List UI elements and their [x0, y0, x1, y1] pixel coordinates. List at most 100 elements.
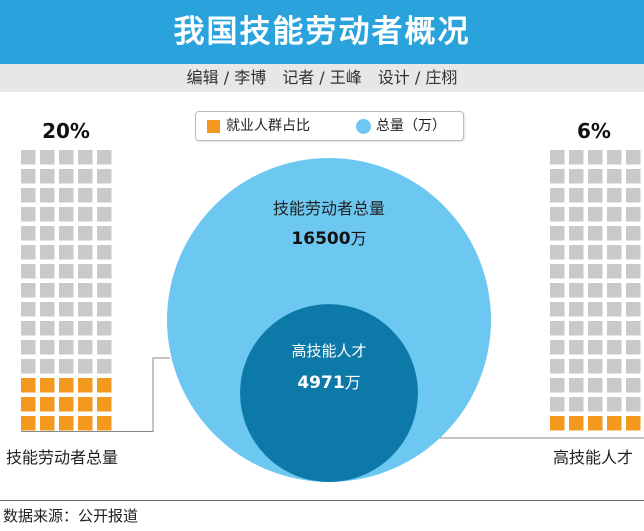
waffle-cell: [78, 378, 93, 393]
waffle-cell: [607, 416, 622, 431]
legend-total-label: 总量（万）: [376, 118, 446, 134]
waffle-cell: [550, 207, 565, 222]
waffle-cell: [550, 302, 565, 317]
waffle-cell: [569, 340, 584, 355]
waffle-cell: [40, 226, 55, 241]
waffle-cell: [569, 245, 584, 260]
waffle-cell: [550, 264, 565, 279]
credits-line: 编辑 / 李博 记者 / 王峰 设计 / 庄栩: [186, 68, 458, 87]
waffle-cell: [588, 378, 603, 393]
waffle-cell: [59, 397, 74, 412]
waffle-cell: [40, 397, 55, 412]
waffle-cell: [550, 245, 565, 260]
waffle-cell: [607, 245, 622, 260]
waffle-cell: [40, 359, 55, 374]
waffle-cell: [78, 416, 93, 431]
waffle-cell: [40, 245, 55, 260]
waffle-cell: [78, 283, 93, 298]
waffle-cell: [97, 245, 112, 260]
legend-share-swatch: [207, 120, 220, 133]
waffle-cell: [607, 359, 622, 374]
waffle-cell: [588, 169, 603, 184]
waffle-cell: [97, 169, 112, 184]
waffle-cell: [626, 150, 641, 165]
waffle-cell: [78, 340, 93, 355]
waffle-cell: [21, 264, 36, 279]
header-bar: [0, 0, 644, 64]
waffle-cell: [21, 150, 36, 165]
waffle-cell: [97, 416, 112, 431]
waffle-cell: [78, 169, 93, 184]
waffle-cell: [569, 359, 584, 374]
waffle-cell: [78, 359, 93, 374]
waffle-cell: [550, 340, 565, 355]
waffle-cell: [59, 245, 74, 260]
left-percent-label: 20%: [42, 119, 90, 143]
waffle-cell: [569, 169, 584, 184]
waffle-cell: [550, 397, 565, 412]
waffle-cell: [607, 378, 622, 393]
waffle-cell: [78, 226, 93, 241]
waffle-cell: [626, 340, 641, 355]
waffle-cell: [588, 283, 603, 298]
waffle-cell: [40, 188, 55, 203]
waffle-cell: [607, 169, 622, 184]
waffle-cell: [569, 321, 584, 336]
waffle-cell: [21, 340, 36, 355]
page-title: 我国技能劳动者概况: [173, 14, 471, 50]
outer-bubble-name: 技能劳动者总量: [273, 199, 385, 218]
waffle-cell: [59, 340, 74, 355]
waffle-cell: [97, 340, 112, 355]
waffle-cell: [626, 359, 641, 374]
waffle-cell: [588, 359, 603, 374]
waffle-cell: [550, 169, 565, 184]
waffle-cell: [97, 321, 112, 336]
inner-bubble-name: 高技能人才: [291, 342, 366, 360]
waffle-cell: [607, 283, 622, 298]
waffle-cell: [607, 302, 622, 317]
waffle-cell: [21, 188, 36, 203]
waffle-cell: [97, 226, 112, 241]
waffle-cell: [78, 397, 93, 412]
waffle-cell: [40, 302, 55, 317]
waffle-cell: [626, 302, 641, 317]
outer-bubble-value: 16500万: [291, 229, 366, 249]
waffle-cell: [607, 397, 622, 412]
waffle-cell: [569, 188, 584, 203]
waffle-cell: [626, 321, 641, 336]
waffle-cell: [59, 207, 74, 222]
waffle-cell: [569, 283, 584, 298]
waffle-cell: [569, 378, 584, 393]
waffle-cell: [78, 264, 93, 279]
waffle-cell: [21, 378, 36, 393]
waffle-cell: [59, 416, 74, 431]
waffle-cell: [78, 321, 93, 336]
waffle-cell: [78, 188, 93, 203]
inner-bubble: [240, 304, 418, 482]
waffle-cell: [588, 264, 603, 279]
waffle-cell: [21, 321, 36, 336]
right-waffle-label: 高技能人才: [553, 448, 634, 467]
waffle-cell: [569, 226, 584, 241]
waffle-cell: [97, 264, 112, 279]
waffle-cell: [40, 321, 55, 336]
waffle-cell: [607, 188, 622, 203]
waffle-cell: [40, 340, 55, 355]
waffle-cell: [550, 188, 565, 203]
waffle-cell: [550, 378, 565, 393]
waffle-cell: [626, 207, 641, 222]
waffle-cell: [97, 302, 112, 317]
waffle-cell: [588, 245, 603, 260]
waffle-cell: [588, 397, 603, 412]
source-note: 数据来源：公开报道: [3, 507, 139, 525]
left-connector-line: [21, 357, 170, 432]
waffle-cell: [78, 207, 93, 222]
waffle-cell: [607, 150, 622, 165]
legend-total-swatch: [356, 119, 371, 134]
bottom-divider: [0, 500, 644, 501]
waffle-cell: [97, 378, 112, 393]
waffle-cell: [40, 416, 55, 431]
waffle-cell: [607, 207, 622, 222]
waffle-cell: [569, 397, 584, 412]
waffle-cell: [21, 169, 36, 184]
